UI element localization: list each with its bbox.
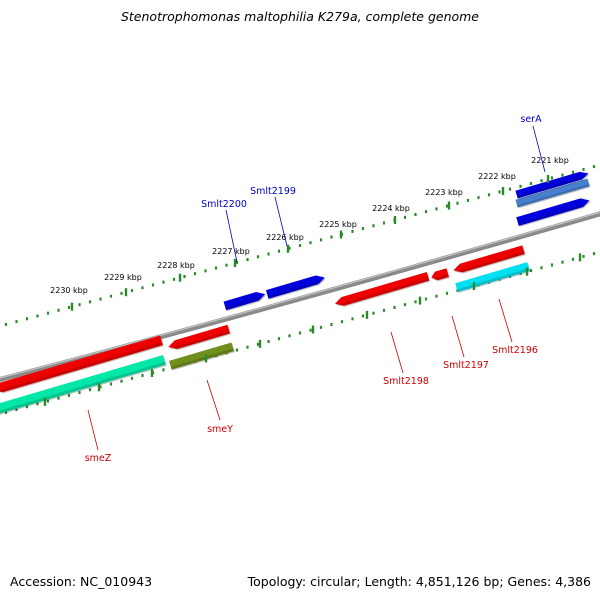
gene-Smlt2200-shade — [225, 295, 266, 311]
leader-line — [532, 125, 546, 173]
cds-serA[interactable] — [515, 178, 590, 208]
gene-Smlt2198[interactable] — [334, 271, 430, 308]
leader-line — [225, 209, 238, 263]
gene-label-Smlt2196[interactable]: Smlt2196 — [492, 345, 538, 356]
backbone-highlight — [0, 211, 600, 379]
gene-Smlt2200[interactable] — [223, 290, 267, 311]
tick-label: 2221 kbp — [531, 156, 569, 165]
gene-Smlt2197-shade — [431, 274, 449, 281]
tick-label: 2230 kbp — [50, 286, 88, 295]
gene-serA[interactable] — [515, 170, 589, 199]
tick-label: 2224 kbp — [372, 204, 410, 213]
cds-Smlt2196-shade — [457, 268, 530, 292]
gene-label-Smlt2197[interactable]: Smlt2197 — [443, 360, 489, 371]
leader-line — [498, 298, 513, 343]
topology-label: Topology: circular; Length: 4,851,126 bp… — [247, 574, 591, 589]
leader-line — [206, 379, 221, 421]
leader-line — [87, 409, 99, 451]
gene-serA-2-shade — [518, 202, 590, 226]
gene-label-Smlt2198[interactable]: Smlt2198 — [383, 376, 429, 387]
gene-Smlt2197[interactable] — [430, 268, 449, 281]
gene-Smlt2199[interactable] — [265, 273, 326, 299]
leader-line — [451, 315, 465, 358]
gene-label-Smlt2200[interactable]: Smlt2200 — [201, 199, 247, 210]
gene-label-smeY[interactable]: smeY — [207, 424, 233, 435]
gene-label-smeZ[interactable]: smeZ — [85, 453, 112, 464]
tick-label: 2229 kbp — [104, 273, 142, 282]
accession-label: Accession: NC_010943 — [10, 574, 153, 589]
cds-serA-shade — [516, 183, 590, 208]
gene-Smlt2196[interactable] — [452, 245, 525, 274]
gene-label-Smlt2199[interactable]: Smlt2199 — [250, 186, 296, 197]
backbone-arc — [0, 211, 600, 382]
cds-smeY-shade — [170, 348, 234, 370]
gene-Smlt2196-shade — [453, 251, 525, 273]
tick-label: 2227 kbp — [212, 247, 250, 256]
gene-label-serA[interactable]: serA — [520, 114, 542, 125]
gene-arrows — [0, 170, 590, 415]
gene-serA-2[interactable] — [516, 196, 590, 226]
gene-smeY[interactable] — [167, 324, 230, 351]
tick-label: 2225 kbp — [319, 220, 357, 229]
leader-line — [390, 331, 404, 374]
upper-ruler — [4, 165, 596, 326]
gene-Smlt2199-shade — [267, 279, 326, 299]
genome-backbone — [0, 211, 600, 382]
leader-line — [274, 196, 288, 247]
tick-label: 2222 kbp — [478, 172, 516, 181]
tick-label: 2223 kbp — [425, 188, 463, 197]
gene-Smlt2198-shade — [335, 278, 430, 306]
cds-smeY[interactable] — [169, 342, 234, 370]
cds-smeZ-shade — [0, 361, 166, 415]
gene-smeZ-shade — [0, 342, 163, 393]
gene-smeY-shade — [168, 330, 230, 349]
cds-smeZ[interactable] — [0, 355, 166, 415]
gene-smeZ[interactable] — [0, 335, 163, 394]
gene-serA-shade — [516, 174, 589, 199]
genome-title: Stenotrophomonas maltophilia K279a, comp… — [120, 9, 480, 24]
tick-label: 2228 kbp — [157, 261, 195, 270]
